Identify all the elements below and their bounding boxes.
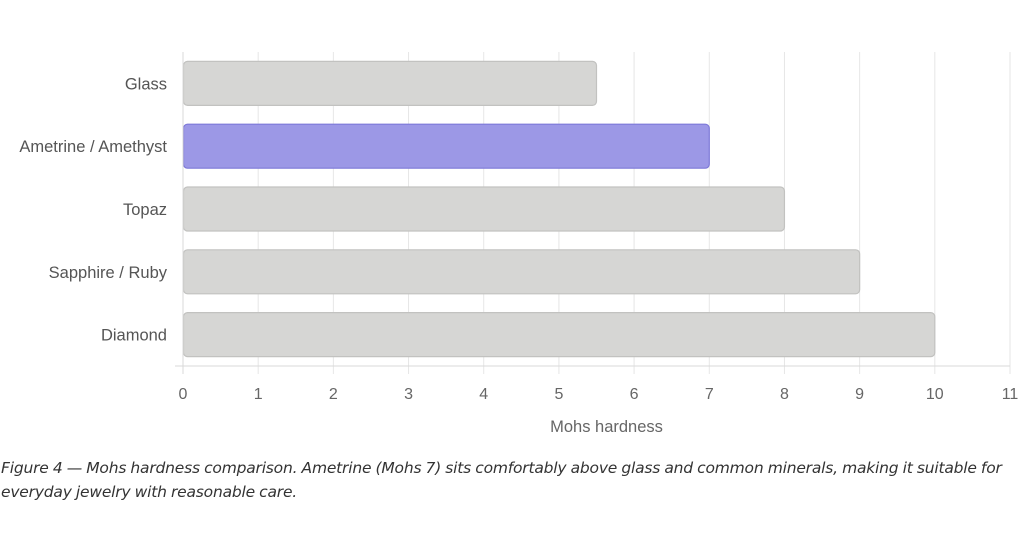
category-labels: Glass Ametrine / Amethyst Topaz Sapphire / …	[19, 75, 167, 344]
category-label: Ametrine / Amethyst	[19, 138, 167, 156]
x-tick-label: 6	[630, 386, 639, 403]
x-tick-label: 3	[404, 386, 413, 403]
x-axis-title: Mohs hardness	[550, 418, 663, 436]
bar-series	[182, 60, 936, 358]
x-tick-label: 5	[554, 386, 563, 403]
x-tick-label: 11	[1002, 386, 1019, 403]
bar	[182, 249, 861, 295]
axes	[175, 52, 1010, 374]
figure-caption: Figure 4 — Mohs hardness comparison. Ame…	[1, 459, 1002, 501]
category-label: Sapphire / Ruby	[49, 264, 168, 282]
x-tick-label: 10	[926, 386, 944, 403]
bar	[182, 60, 598, 107]
bar	[182, 186, 786, 232]
chart-container: Glass Ametrine / Amethyst Topaz Sapphire / …	[19, 52, 1019, 436]
x-tick-label: 8	[780, 386, 789, 403]
x-tick-label: 0	[179, 386, 188, 403]
hardness-bar-chart: Glass Ametrine / Amethyst Topaz Sapphire / …	[19, 52, 1019, 436]
x-tick-label: 1	[254, 386, 263, 403]
category-label: Glass	[125, 75, 167, 93]
category-label: Diamond	[101, 327, 167, 345]
x-tick-label: 9	[855, 386, 864, 403]
bar	[182, 312, 936, 358]
x-tick-label: 4	[479, 386, 488, 403]
bar-highlighted	[182, 123, 710, 169]
category-label: Topaz	[123, 201, 167, 219]
x-tick-labels: 0 1 2 3 4 5 6 7 8 9 10 11	[179, 386, 1019, 403]
x-tick-label: 2	[329, 386, 338, 403]
x-tick-label: 7	[705, 386, 714, 403]
